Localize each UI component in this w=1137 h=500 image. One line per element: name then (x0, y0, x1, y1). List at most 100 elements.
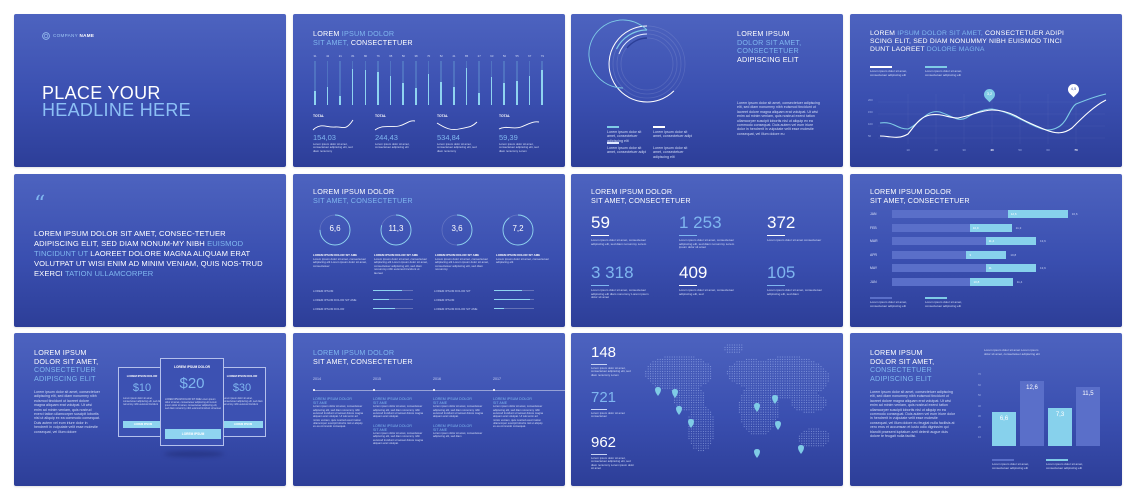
slide-title[interactable]: COMPANY NAME PLACE YOUR HEADLINE HERE (14, 14, 286, 167)
kpi-heading: LOREM IPSUM DOLOR SIT AME (435, 253, 480, 257)
stat-underline (679, 235, 697, 236)
bar-segment-label: 12,6 (1010, 212, 1017, 216)
item-heading: SIT AME (373, 401, 388, 406)
slide-title: LOREM IPSUM DOLOR SIT AMET, CONSECTETUER (313, 187, 413, 205)
bar-total-label: 11,4 (1016, 279, 1023, 284)
column-value: 12,6 (1026, 385, 1038, 392)
bar-track (892, 250, 1007, 259)
progress-label: LOREM IPSUM DOLOR (313, 307, 345, 311)
legend-swatch (653, 126, 665, 128)
progress-ring (319, 214, 351, 246)
sparkline (374, 120, 416, 131)
bar-value-label: 63 (490, 54, 494, 58)
slide-radial-chart[interactable]: LOREM IPSUM DOLOR SIT AMET, CONSECTETUER… (571, 14, 843, 167)
slide-big-numbers[interactable]: LOREM IPSUM DOLOR SIT AMET, CONSECTETUER… (571, 174, 843, 327)
bar-value-label: 42 (326, 54, 330, 58)
plan-name: LOREM IPSUM DOLOR (126, 374, 158, 378)
slide-title: LOREM IPSUM DOLOR SIT AMET, CONSECTETUER (591, 187, 691, 205)
bar (516, 80, 518, 105)
legend-swatch-light (925, 297, 947, 299)
slide-title: LOREM IPSUM DOLOR SIT AMET, CONSECTETUER… (870, 30, 1065, 53)
plan-button[interactable]: LOREM IPSUM (165, 429, 221, 439)
bar-value-label: 80 (363, 54, 368, 58)
total-value: 59,39 (499, 133, 518, 142)
slide-kpi-circles[interactable]: LOREM IPSUM DOLOR SIT AMET, CONSECTETUER… (293, 174, 565, 327)
slide-vertical-bars[interactable]: LOREM IPSUM DOLOR SIT AMET, CONSECTETUER… (293, 14, 565, 167)
totals-row: TOTAL 154,03 Lorem ipsum dolor sit amet, c… (312, 114, 553, 159)
bar (452, 86, 455, 105)
bar-total-label: 13,6 (1040, 266, 1046, 270)
quote-text: LOREM IPSUM DOLOR SIT AMET, CONSEC-TETUE… (34, 229, 263, 278)
slide-title: LOREM IPSUM DOLOR SIT AMET, CONSECTETUER (313, 29, 413, 47)
bar-track (326, 61, 329, 105)
total-description: Lorem ipsum dolor sit amet, consectetuer… (499, 142, 539, 153)
kpi-heading: LOREM IPSUM DOLOR SIT AME (374, 253, 419, 257)
bar-track (892, 277, 1013, 286)
bar-value-label: 50 (502, 54, 507, 58)
total-description: Lorem ipsum dolor sit amet, consectetuer… (437, 142, 477, 153)
pricing-card[interactable]: LOREM IPSUM DOLOR $20 LOREM IPSUM DOLOR SI… (160, 358, 224, 446)
item-text: Lorem ipsum dolor sit amet, consectetuer… (373, 432, 424, 445)
pricing-card[interactable]: LOREM IPSUM DOLOR $10 Lorem ipsum dolor si… (118, 367, 166, 437)
bar-category-label: MAR (870, 239, 878, 243)
total-description: Lorem ipsum dolor sit amet, consectetuer… (313, 142, 353, 153)
timeline-dot (433, 388, 435, 391)
stat-text: Lorem ipsum dolor sit amet, consectetuer… (767, 288, 823, 296)
total-label: TOTAL (499, 114, 510, 118)
column-bar: 6,6 (992, 412, 1016, 446)
bar-value-label: 67 (528, 54, 532, 58)
timeline-year: 2016 (433, 377, 441, 381)
item-text: Lorem ipsum dolor sit amet, consectetuer… (373, 405, 424, 419)
y-tick-label: 50 (978, 394, 981, 397)
slide-title: LOREM IPSUM DOLOR SIT AMET, CONSECTETUER… (870, 348, 935, 383)
stat-underline (679, 285, 697, 286)
slide-line-chart[interactable]: LOREM IPSUM DOLOR SIT AMET, CONSECTETUER… (850, 14, 1122, 167)
column-bar: 7,3 (1048, 408, 1072, 446)
stats-grid: 59 Lorem ipsum dolor sit amet, consectetu… (591, 214, 831, 324)
slide-world-map[interactable]: 148 Lorem ipsum dolor sit amet, consectet… (571, 333, 843, 486)
item-heading: SIT AME (433, 427, 448, 432)
stat-text: Lorem ipsum dolor sit amet consectetuer (591, 411, 625, 419)
company-name: COMPANY NAME (53, 33, 95, 38)
slide-column-chart[interactable]: LOREM IPSUM DOLOR SIT AMET, CONSECTETUER… (850, 333, 1122, 486)
bar-segment (985, 264, 1036, 272)
sparkline (312, 119, 354, 131)
pricing-card[interactable]: LOREM IPSUM DOLOR $30 Lorem ipsum dolor si… (218, 367, 266, 437)
bar (402, 83, 404, 105)
kpi-text: Lorem ipsum dolor sit amet, consectetuer… (313, 257, 367, 268)
card-shadow (164, 451, 224, 457)
plan-button[interactable]: LOREM IPSUM (223, 421, 263, 428)
bar (427, 74, 430, 105)
slide-horizontal-bars[interactable]: LOREM IPSUM DOLOR SIT AMET, CONSECTETUER… (850, 174, 1122, 327)
bar-value-label: 21 (338, 54, 342, 58)
stat-text: Lorem ipsum dolor sit amet, consectetuer… (679, 238, 735, 250)
stat-underline (767, 285, 785, 286)
y-tick-label: 50 (868, 134, 872, 138)
ring-value: 7,2 (512, 224, 524, 233)
slide-quote[interactable]: “ LOREM IPSUM DOLOR SIT AMET, CONSEC-TET… (14, 174, 286, 327)
column-bar: 11,5 (1076, 386, 1100, 446)
bar (364, 69, 367, 105)
bar-value-label: 85 (465, 54, 469, 58)
stat-value: 372 (767, 213, 796, 232)
timeline-year: 2015 (373, 377, 381, 381)
dotted-world-map (645, 344, 829, 458)
slide-title: LOREM IPSUM DOLOR SIT AMET, CONSECTETUER (313, 348, 413, 366)
total-label: TOTAL (313, 114, 324, 118)
stat-underline (591, 285, 609, 286)
progress-fill (373, 289, 402, 292)
sparkline (498, 121, 540, 130)
slide-pricing[interactable]: LOREM IPSUM DOLOR SIT AMET, CONSECTETUER… (14, 333, 286, 486)
stat-underline (591, 454, 607, 455)
y-tick-label: 60 (978, 383, 981, 387)
stat-underline (767, 235, 785, 236)
progress-fill (373, 298, 389, 301)
ring-value: 6,6 (329, 224, 341, 233)
line-chart (878, 93, 1107, 144)
slide-timeline[interactable]: LOREM IPSUM DOLOR SIT AMET, CONSECTETUER… (293, 333, 565, 486)
body-text: Lorem ipsum dolor sit amet, consectetuer… (34, 390, 100, 434)
kpi-text: Lorem ipsum dolor sit amet, consectetuer… (374, 257, 428, 275)
plan-button[interactable]: LOREM IPSUM (123, 421, 163, 428)
bar-category-label: MAY (870, 266, 878, 270)
bar-track (892, 223, 1012, 232)
